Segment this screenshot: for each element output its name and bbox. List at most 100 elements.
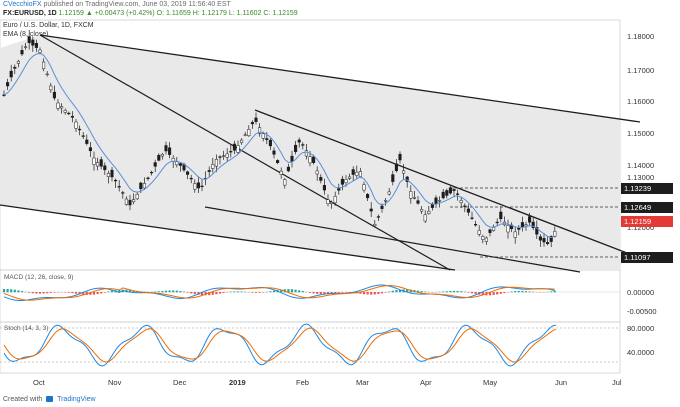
- macd-histogram-bar: [301, 291, 304, 293]
- macd-histogram-bar: [103, 292, 106, 293]
- candle-body: [20, 50, 24, 55]
- candle-body: [308, 156, 312, 164]
- price-label-111097: 1.11097: [621, 252, 673, 263]
- candle-body: [484, 237, 488, 242]
- candle-body: [258, 127, 262, 134]
- macd-histogram-bar: [272, 290, 276, 293]
- candle-body: [351, 169, 355, 175]
- stoch-d-line: [3, 327, 557, 363]
- candle-body: [448, 187, 452, 194]
- candle-body: [74, 121, 78, 129]
- price-tick: 1.13000: [627, 173, 654, 182]
- candle-body: [200, 185, 204, 188]
- candle-body: [49, 85, 53, 91]
- candle-body: [178, 163, 182, 166]
- macd-histogram-bar: [532, 291, 535, 293]
- macd-histogram-bar: [218, 292, 222, 294]
- steep-trendline: [39, 34, 451, 271]
- candle-body: [441, 191, 445, 199]
- macd-histogram-bar: [384, 292, 387, 293]
- macd-histogram-bar: [67, 292, 70, 293]
- macd-histogram-bar: [82, 292, 85, 295]
- macd-histogram-bar: [204, 292, 207, 296]
- macd-histogram-bar: [42, 292, 45, 294]
- macd-histogram-bar: [492, 292, 495, 295]
- macd-histogram-bar: [240, 291, 243, 293]
- time-axis[interactable]: Oct Nov Dec 2019 Feb Mar Apr May Jun Jul: [33, 378, 622, 387]
- candle-body: [319, 177, 323, 181]
- candle-body: [232, 143, 236, 151]
- stoch-tick: 80.0000: [627, 324, 654, 333]
- time-tick: Jul: [612, 378, 622, 387]
- price-label-112159: 1.12159: [621, 216, 673, 227]
- candle-body: [110, 169, 114, 178]
- candle-body: [52, 91, 56, 99]
- macd-histogram-bar: [488, 292, 492, 296]
- macd-histogram-bar: [28, 292, 31, 293]
- macd-histogram-bar: [157, 291, 160, 293]
- candle-body: [146, 177, 150, 179]
- candle-body: [9, 70, 13, 78]
- candle-body: [517, 228, 521, 230]
- candle-body: [394, 163, 398, 172]
- macd-histogram-bar: [290, 289, 294, 293]
- candle-body: [531, 221, 535, 229]
- candle-body: [276, 160, 280, 163]
- candle-body: [524, 224, 528, 227]
- candle-body: [474, 224, 478, 226]
- candle-body: [128, 199, 132, 206]
- macd-histogram-bar: [190, 292, 193, 294]
- macd-histogram-bar: [35, 292, 38, 294]
- tradingview-link[interactable]: TradingView: [57, 396, 96, 403]
- candle-body: [470, 217, 474, 219]
- macd-histogram-bar: [341, 292, 344, 293]
- candle-body: [63, 109, 67, 113]
- macd-histogram-bar: [172, 290, 175, 293]
- candle-body: [538, 236, 542, 241]
- candle-body: [168, 147, 172, 155]
- candle-body: [38, 49, 42, 53]
- candle-body: [16, 60, 20, 64]
- stoch-k-line: [3, 323, 557, 367]
- macd-histogram-bar: [416, 290, 420, 293]
- candle-body: [542, 238, 546, 243]
- candle-body: [157, 154, 161, 161]
- macd-signal-line: [3, 284, 555, 301]
- macd-histogram-bar: [215, 292, 218, 295]
- macd-axis[interactable]: 0.00000 -0.00500: [627, 288, 657, 316]
- macd-histogram-bar: [38, 292, 42, 294]
- descending-resistance-line: [254, 109, 641, 259]
- candle-body: [477, 230, 481, 235]
- price-tick: 1.15000: [627, 129, 654, 138]
- macd-histogram-bar: [424, 291, 427, 293]
- macd-histogram-bar: [503, 292, 506, 294]
- symbol-info: FX:EURUSD, 1D 1.12159 ▲ +0.00473 (+0.42%…: [3, 10, 298, 17]
- macd-histogram-bar: [164, 290, 168, 293]
- macd-histogram-bar: [380, 292, 384, 294]
- macd-histogram-bar: [420, 291, 423, 293]
- author-link[interactable]: CVecchioFX: [3, 1, 42, 8]
- candle-body: [160, 154, 164, 157]
- macd-histogram-bar: [280, 289, 283, 293]
- candle-body: [78, 128, 82, 131]
- candle-body: [423, 214, 427, 222]
- candle-body: [466, 208, 470, 213]
- stoch-axis[interactable]: 80.0000 40.0000: [627, 324, 654, 357]
- candle-body: [229, 151, 233, 153]
- price-axis[interactable]: 1.18000 1.17000 1.16000 1.15000 1.14000 …: [627, 32, 654, 232]
- candle-body: [268, 139, 272, 147]
- candle-body: [34, 42, 38, 48]
- macd-pane: [0, 269, 621, 323]
- candle-body: [358, 171, 362, 177]
- macd-histogram-bar: [128, 290, 132, 293]
- macd-histogram-bar: [107, 291, 110, 293]
- candle-body: [463, 205, 467, 207]
- candle-body: [301, 144, 305, 146]
- publish-info: CVecchioFX published on TradingView.com,…: [3, 1, 231, 8]
- candle-body: [373, 224, 377, 227]
- macd-histogram-bar: [168, 290, 171, 293]
- candle-body: [250, 122, 254, 125]
- candle-body: [312, 156, 316, 163]
- macd-tick: 0.00000: [627, 288, 654, 297]
